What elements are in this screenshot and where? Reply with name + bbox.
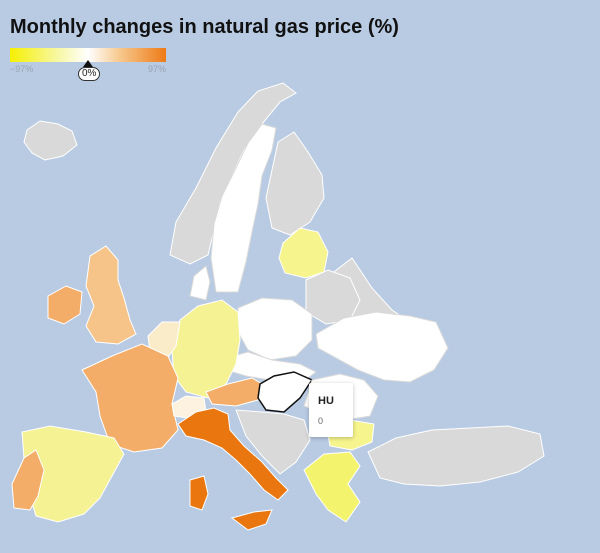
region-turkey[interactable]	[367, 425, 545, 487]
color-legend: −97% 97% 0%	[10, 48, 166, 81]
region-denmark[interactable]	[189, 265, 211, 301]
region-great-britain[interactable]	[85, 245, 137, 345]
region-france[interactable]	[81, 343, 179, 453]
region-balkans[interactable]	[235, 409, 311, 475]
region-iceland[interactable]	[23, 120, 78, 161]
legend-gradient-bar	[10, 48, 166, 62]
legend-marker-icon	[83, 60, 93, 67]
region-finland[interactable]	[265, 131, 325, 236]
region-portugal[interactable]	[11, 449, 45, 511]
tooltip-value: 0	[318, 416, 324, 426]
region-ireland[interactable]	[47, 285, 83, 325]
map-title: Monthly changes in natural gas price (%)	[10, 16, 399, 38]
region-hungary[interactable]	[257, 371, 314, 413]
region-sardinia[interactable]	[189, 475, 209, 511]
legend-marker-label: 0%	[78, 67, 101, 81]
region-greece[interactable]	[303, 451, 361, 523]
region-poland[interactable]	[237, 297, 313, 361]
region-tooltip: HU 0	[309, 383, 353, 437]
region-baltics[interactable]	[278, 227, 329, 279]
region-sweden[interactable]	[210, 123, 277, 293]
legend-max-label: 97%	[147, 64, 166, 74]
legend-min-label: −97%	[10, 64, 34, 74]
region-ukraine[interactable]	[315, 311, 449, 383]
tooltip-country-code: HU	[318, 395, 334, 407]
region-sicily[interactable]	[230, 509, 273, 531]
region-italy[interactable]	[177, 407, 289, 501]
